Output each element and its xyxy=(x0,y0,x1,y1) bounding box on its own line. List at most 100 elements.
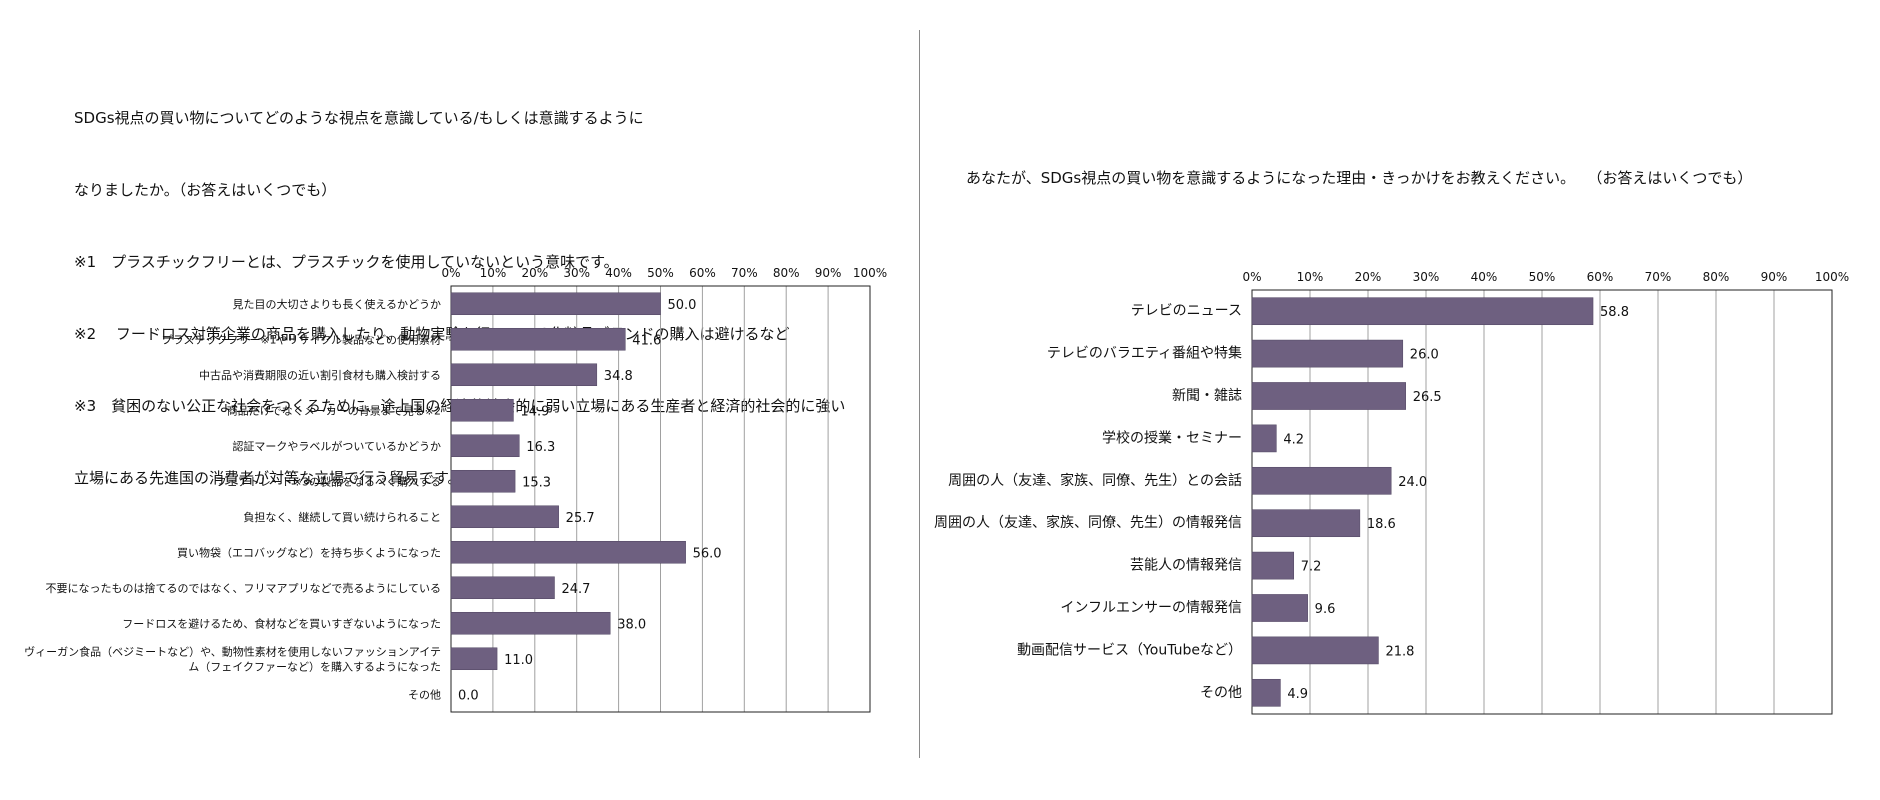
footnote-line: ※1 プラスチックフリーとは、プラスチックを使用していないという意味です。 xyxy=(74,253,619,271)
data-label: 11.0 xyxy=(504,653,533,668)
bar xyxy=(450,469,516,493)
data-label: 16.3 xyxy=(526,440,555,455)
x-tick-label: 20% xyxy=(1355,270,1382,284)
x-tick-label: 20% xyxy=(521,266,548,280)
category-label: 認証マークやラベルがついているかどうか xyxy=(232,439,441,453)
data-label: 4.9 xyxy=(1287,687,1308,702)
data-label: 41.6 xyxy=(632,333,661,348)
x-tick-label: 40% xyxy=(605,266,632,280)
data-label: 26.0 xyxy=(1410,348,1439,363)
bar xyxy=(1251,551,1295,580)
category-label: 見た目の大切さよりも長く使えるかどうか xyxy=(233,297,441,311)
bar xyxy=(1251,594,1308,622)
data-label: 24.0 xyxy=(1398,475,1427,490)
category-label: 不要になったものは捨てるのではなく、フリマアプリなどで売るようにしている xyxy=(46,581,441,595)
bar xyxy=(450,540,686,564)
data-label: 21.8 xyxy=(1385,644,1414,659)
x-tick-label: 10% xyxy=(480,266,507,280)
left-bar-chart: 0% 10% 20% 30% 40% 50% 60% 70% 80% 90% 100% 50.0 見た目… xyxy=(24,266,887,713)
category-label: テレビのニュース xyxy=(1131,303,1242,319)
bar xyxy=(450,647,498,671)
category-label: テレビのバラエティ番組や特集 xyxy=(1047,345,1242,362)
bar xyxy=(1251,466,1392,495)
category-label: ヴィーガン食品（ベジミートなど）や、動物性素材を使用しないファッションアイテ xyxy=(24,644,441,658)
category-label: 芸能人の情報発信 xyxy=(1130,558,1242,574)
right-chart-panel: あなたが、SDGs視点の買い物を意識するようになった理由・きっかけをお教えくださ… xyxy=(920,0,1880,800)
right-bar-chart: 0% 10% 20% 30% 40% 50% 60% 70% 80% 90% 100% 58.8 テレビ… xyxy=(934,270,1849,715)
category-label: 学校の授業・セミナー xyxy=(1102,429,1242,446)
category-label: 周囲の人（友達、家族、同僚、先生）の情報発信 xyxy=(934,514,1242,531)
bar xyxy=(1251,636,1379,665)
plot-frame xyxy=(450,285,871,713)
plot-frame xyxy=(1251,289,1833,715)
footnote-line: 立場にある先進国の消費者が対等な立場で行う貿易です。 xyxy=(74,469,463,487)
bar xyxy=(450,434,520,458)
data-label: 26.5 xyxy=(1413,390,1442,405)
bar xyxy=(1251,509,1361,538)
x-tick-label: 70% xyxy=(731,266,758,280)
data-label: 38.0 xyxy=(617,617,646,632)
x-tick-label: 100% xyxy=(1815,270,1849,284)
bar xyxy=(450,398,514,422)
bar xyxy=(1251,339,1404,368)
category-label: プラスチックフリー※1やリサイクル製品などの使用素材 xyxy=(162,332,441,346)
category-label: 負担なく、継続して買い続けられること xyxy=(243,510,441,524)
x-tick-label: 60% xyxy=(1587,270,1614,284)
bar xyxy=(450,505,559,529)
bar xyxy=(1251,297,1594,326)
data-label: 24.7 xyxy=(561,582,590,597)
right-question-text: あなたが、SDGs視点の買い物を意識するようになった理由・きっかけをお教えくださ… xyxy=(966,169,1753,187)
data-label: 15.3 xyxy=(522,475,551,490)
bar xyxy=(450,576,555,600)
x-tick-label: 50% xyxy=(647,266,674,280)
x-tick-label: 40% xyxy=(1471,270,1498,284)
x-tick-label: 10% xyxy=(1297,270,1324,284)
x-tick-label: 90% xyxy=(815,266,842,280)
data-label: 4.2 xyxy=(1283,432,1304,447)
question-line: SDGs視点の買い物についてどのような視点を意識している/もしくは意識するように xyxy=(74,109,644,127)
panel-divider xyxy=(919,30,920,758)
data-label: 50.0 xyxy=(668,298,697,313)
category-label: 買い物袋（エコバッグなど）を持ち歩くようになった xyxy=(177,545,441,559)
category-label: その他 xyxy=(1200,685,1242,701)
bar xyxy=(1251,678,1281,707)
category-label: ム（フェイクファーなど）を購入するようになった xyxy=(188,659,441,673)
data-label: 25.7 xyxy=(566,511,595,526)
category-label: フードロスを避けるため、食材などを買いすぎないようになった xyxy=(122,616,441,630)
category-label: 新聞・雑誌 xyxy=(1172,388,1242,404)
category-label: インフルエンサーの情報発信 xyxy=(1060,600,1242,616)
x-tick-label: 90% xyxy=(1761,270,1788,284)
x-tick-label: 80% xyxy=(773,266,800,280)
bar xyxy=(450,611,611,635)
category-label: フェアトレード※3の製品をなるべく購入する xyxy=(216,474,441,488)
bar xyxy=(450,363,598,387)
data-label: 0.0 xyxy=(458,688,479,703)
x-tick-label: 70% xyxy=(1645,270,1672,284)
bar xyxy=(1251,424,1277,453)
data-label: 18.6 xyxy=(1367,517,1396,532)
data-label: 34.8 xyxy=(604,369,633,384)
question-line: なりましたか。（お答えはいくつでも） xyxy=(74,181,337,199)
x-tick-label: 100% xyxy=(853,266,887,280)
data-label: 9.6 xyxy=(1315,602,1336,617)
category-label: 動画配信サービス（YouTubeなど） xyxy=(1017,642,1242,658)
data-label: 7.2 xyxy=(1301,560,1322,575)
data-label: 56.0 xyxy=(693,546,722,561)
category-label: 周囲の人（友達、家族、同僚、先生）との会話 xyxy=(948,472,1242,489)
x-tick-label: 0% xyxy=(1242,270,1261,284)
x-tick-label: 80% xyxy=(1703,270,1730,284)
x-tick-label: 50% xyxy=(1529,270,1556,284)
bar xyxy=(450,292,661,316)
left-chart-panel: SDGs視点の買い物についてどのような視点を意識している/もしくは意識するように… xyxy=(0,0,920,800)
x-tick-label: 0% xyxy=(441,266,460,280)
bar xyxy=(1251,382,1406,410)
category-label: 中古品や消費期限の近い割引食材も購入検討する xyxy=(199,368,441,382)
x-tick-label: 60% xyxy=(689,266,716,280)
bar xyxy=(450,327,626,351)
category-label: その他 xyxy=(408,688,441,701)
data-label: 58.8 xyxy=(1600,305,1629,320)
category-label: 商品だけでなくメーカーの背景まで見る※2 xyxy=(227,403,441,417)
x-tick-label: 30% xyxy=(563,266,590,280)
x-tick-label: 30% xyxy=(1413,270,1440,284)
data-label: 14.9 xyxy=(520,404,549,419)
